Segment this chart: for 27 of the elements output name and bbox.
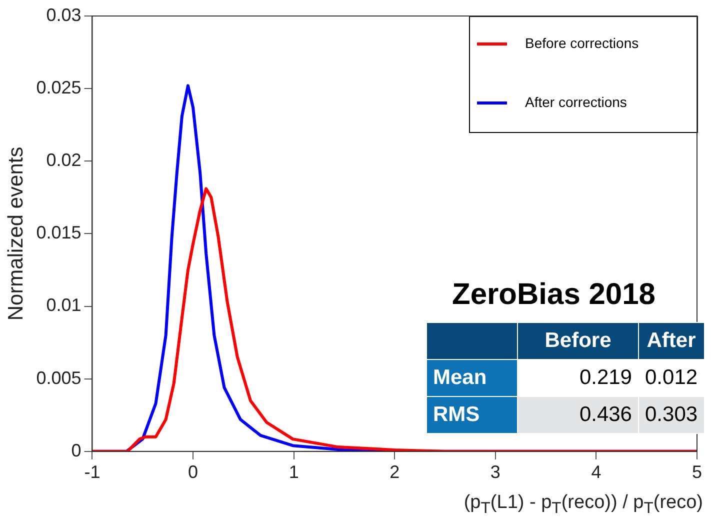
y-tick-label: 0.02 (46, 150, 82, 170)
y-tick-label: 0 (71, 440, 82, 460)
y-tick-label: 0.005 (36, 368, 82, 388)
annotation: 0.219 (518, 360, 638, 396)
x-tick-label: 0 (188, 462, 198, 482)
y-tick-label: 0.03 (46, 4, 82, 25)
annotation: Mean (426, 360, 518, 396)
annotation: 0.303 (638, 396, 704, 434)
annotation: RMS (426, 396, 518, 434)
annotation: ZeroBias 2018 (452, 278, 656, 312)
x-tick-label: 2 (390, 462, 400, 482)
x-tick-label: 5 (692, 462, 702, 482)
annotation: 0.012 (638, 360, 704, 396)
annotation: Before (518, 322, 638, 360)
legend-label: After corrections (525, 94, 627, 110)
y-axis-title: Normalized events (4, 146, 28, 321)
x-tick-label: 1 (288, 462, 299, 482)
x-axis-title: (p$_{T}$(L1) - p$_{T}$(reco)) / p$_{T}$(reco) (464, 492, 703, 518)
annotation: After (638, 322, 704, 360)
x-tick-label: -1 (84, 462, 100, 482)
legend-label: Before corrections (525, 34, 639, 51)
y-tick-label: 0.015 (36, 222, 82, 243)
x-tick-label: 4 (591, 462, 602, 482)
x-tick-label: 3 (490, 462, 500, 482)
y-tick-label: 0.025 (36, 78, 82, 98)
annotation: 0.436 (518, 396, 638, 434)
y-tick-label: 0.01 (46, 295, 82, 316)
